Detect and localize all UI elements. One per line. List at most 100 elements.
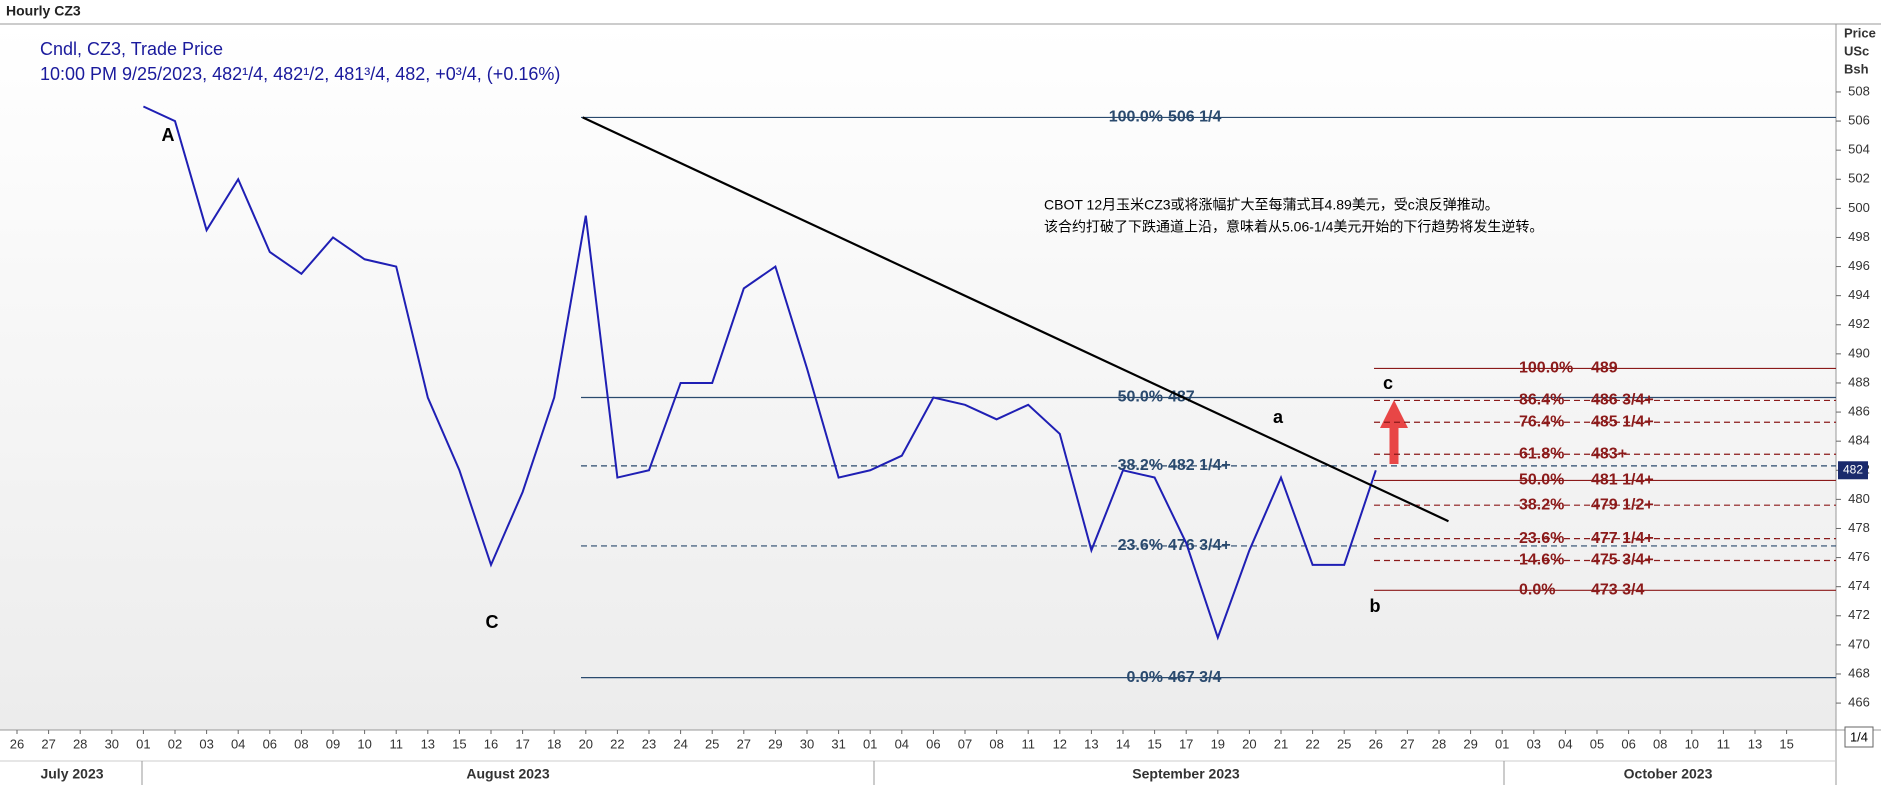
x-tick-label: 30 (800, 736, 814, 751)
x-tick-label: 27 (1400, 736, 1414, 751)
x-tick-label: 26 (10, 736, 24, 751)
x-tick-label: 27 (41, 736, 55, 751)
page-indicator-box (1844, 726, 1874, 748)
y-tick-label: 468 (1848, 665, 1870, 680)
fib-level-percent: 50.0% (1519, 472, 1564, 489)
x-tick-label: 28 (1432, 736, 1446, 751)
y-tick-label: 502 (1848, 171, 1870, 186)
trendline (582, 116, 1449, 523)
y-axis-label: USc (1844, 43, 1869, 58)
fib-level-percent: 14.6% (1519, 552, 1564, 569)
x-tick-label: 28 (73, 736, 87, 751)
fib-level-value: 479 1/2+ (1591, 496, 1654, 513)
x-tick-label: 29 (1463, 736, 1477, 751)
price-line (142, 105, 1377, 641)
fib-level-percent: 23.6% (1118, 537, 1163, 554)
x-tick-label: 11 (1717, 736, 1731, 751)
x-group-label: October 2023 (1624, 766, 1713, 782)
fib-level-percent: 86.4% (1519, 392, 1564, 409)
fib-level-value: 483+ (1591, 445, 1627, 462)
x-tick-label: 10 (1685, 736, 1699, 751)
y-tick-label: 478 (1848, 520, 1870, 535)
wave-label: A (162, 125, 175, 145)
annotation: CBOT 12月玉米CZ3或将涨幅扩大至每蒲式耳4.89美元，受c浪反弹推动。 (1044, 197, 1499, 213)
y-tick-label: 504 (1848, 142, 1870, 157)
x-tick-label: 13 (1084, 736, 1098, 751)
x-tick-label: 03 (199, 736, 213, 751)
fib-level-percent: 100.0% (1519, 360, 1573, 377)
x-tick-label: 13 (1748, 736, 1762, 751)
x-tick-label: 14 (1116, 736, 1130, 751)
x-tick-label: 21 (1274, 736, 1288, 751)
x-tick-label: 29 (768, 736, 782, 751)
fib-level-percent: 38.2% (1519, 496, 1564, 513)
arrow-head (1380, 400, 1408, 428)
x-tick-label: 08 (1653, 736, 1667, 751)
x-tick-label: 15 (452, 736, 466, 751)
x-tick-label: 04 (231, 736, 245, 751)
fib-level-value: 489 (1591, 360, 1618, 377)
x-tick-label: 25 (1337, 736, 1351, 751)
x-tick-label: 03 (1527, 736, 1541, 751)
x-tick-label: 26 (1369, 736, 1383, 751)
wave-label: C (486, 612, 499, 632)
x-tick-label: 25 (705, 736, 719, 751)
x-tick-label: 05 (1590, 736, 1604, 751)
x-tick-label: 22 (610, 736, 624, 751)
x-tick-label: 27 (737, 736, 751, 751)
legend-detail: 10:00 PM 9/25/2023, 482¹/4, 482¹/2, 481³… (40, 64, 560, 84)
y-tick-label: 500 (1848, 200, 1870, 215)
y-axis-label: Price (1844, 25, 1876, 40)
x-tick-label: 04 (895, 736, 909, 751)
x-tick-label: 10 (357, 736, 371, 751)
fib-level-value: 481 1/4+ (1591, 472, 1654, 489)
x-tick-label: 15 (1147, 736, 1161, 751)
x-group-label: July 2023 (40, 766, 103, 782)
legend-title: Cndl, CZ3, Trade Price (40, 39, 223, 59)
x-tick-label: 06 (1621, 736, 1635, 751)
y-tick-label: 506 (1848, 112, 1870, 127)
fib-level-percent: 0.0% (1127, 669, 1163, 686)
wave-label: b (1370, 596, 1381, 616)
y-tick-label: 490 (1848, 345, 1870, 360)
x-tick-label: 20 (579, 736, 593, 751)
fib-level-percent: 38.2% (1118, 457, 1163, 474)
wave-label: c (1383, 373, 1393, 393)
y-tick-label: 474 (1848, 578, 1870, 593)
x-tick-label: 11 (1021, 736, 1035, 751)
y-tick-label: 466 (1848, 695, 1870, 710)
x-tick-label: 18 (547, 736, 561, 751)
x-tick-label: 15 (1779, 736, 1793, 751)
x-tick-label: 01 (136, 736, 150, 751)
last-price-label: 482 (1843, 462, 1863, 476)
fib-level-percent: 76.4% (1519, 413, 1564, 430)
x-tick-label: 09 (326, 736, 340, 751)
x-tick-label: 22 (1305, 736, 1319, 751)
x-tick-label: 12 (1053, 736, 1067, 751)
y-tick-label: 498 (1848, 229, 1870, 244)
x-tick-label: 01 (863, 736, 877, 751)
x-tick-label: 04 (1558, 736, 1572, 751)
x-tick-label: 31 (831, 736, 845, 751)
chart-title: Hourly CZ3 (6, 3, 81, 19)
x-tick-label: 07 (958, 736, 972, 751)
fib-level-percent: 23.6% (1519, 530, 1564, 547)
x-tick-label: 11 (389, 736, 403, 751)
y-tick-label: 496 (1848, 258, 1870, 273)
x-tick-label: 20 (1242, 736, 1256, 751)
x-group-label: August 2023 (466, 766, 549, 782)
y-tick-label: 508 (1848, 83, 1870, 98)
fib-level-value: 473 3/4 (1591, 582, 1644, 599)
page-indicator: 1/4 (1850, 729, 1868, 744)
fib-level-value: 476 3/4+ (1168, 537, 1231, 554)
fib-level-percent: 100.0% (1109, 109, 1163, 126)
fib-level-value: 485 1/4+ (1591, 413, 1654, 430)
x-tick-label: 17 (515, 736, 529, 751)
x-tick-label: 08 (294, 736, 308, 751)
y-tick-label: 486 (1848, 404, 1870, 419)
fib-level-percent: 50.0% (1118, 389, 1163, 406)
y-tick-label: 470 (1848, 636, 1870, 651)
x-tick-label: 06 (263, 736, 277, 751)
fib-level-value: 506 1/4 (1168, 109, 1221, 126)
x-group-label: September 2023 (1132, 766, 1240, 782)
